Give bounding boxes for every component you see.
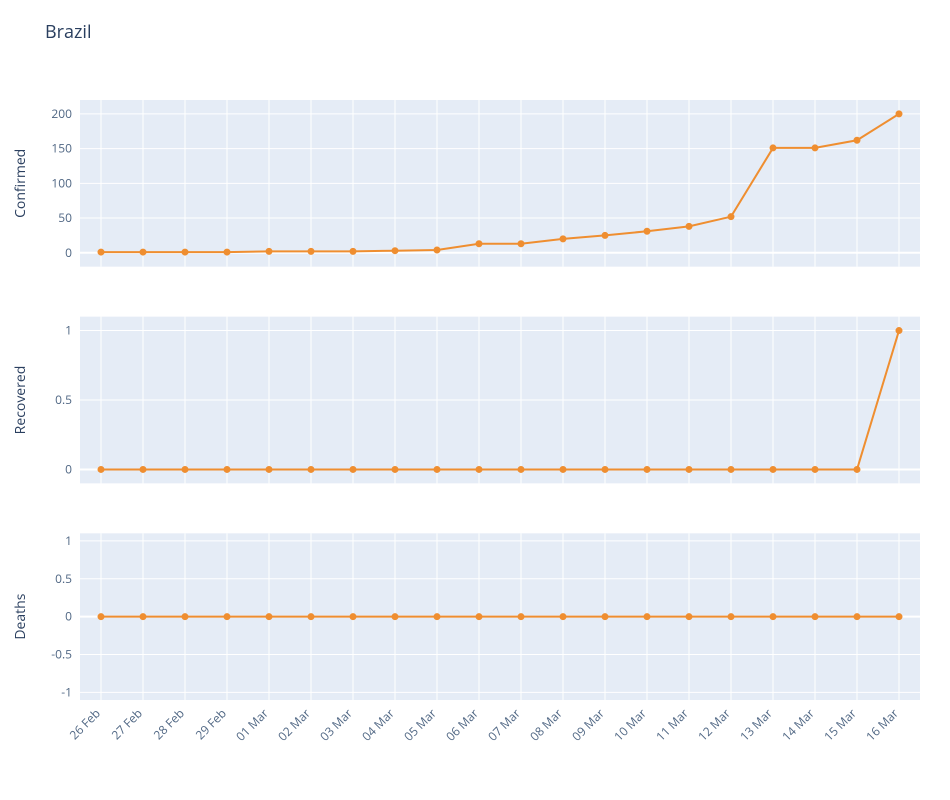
recovered-panel-marker <box>140 466 146 472</box>
recovered-panel-marker <box>308 466 314 472</box>
confirmed-panel-marker <box>896 111 902 117</box>
x-tick-label: 27 Feb <box>108 705 146 743</box>
chart-svg: 0 50 100 150 200 Confirmed 0 0.5 1 Recovered -1 -0.… <box>0 0 950 800</box>
deaths-panel-marker <box>266 614 272 620</box>
confirmed-panel-marker <box>770 145 776 151</box>
recovered-panel-marker <box>224 466 230 472</box>
x-tick-label: 14 Mar <box>778 705 818 745</box>
x-tick-label: 06 Mar <box>442 705 482 745</box>
y-tick-label: 100 <box>51 174 72 191</box>
confirmed-panel-marker <box>140 249 146 255</box>
deaths-panel-marker <box>182 614 188 620</box>
x-tick-label: 03 Mar <box>316 705 356 745</box>
x-tick-label: 05 Mar <box>400 705 440 745</box>
deaths-panel-marker <box>812 614 818 620</box>
recovered-panel-marker <box>854 466 860 472</box>
x-tick-label: 08 Mar <box>526 705 566 745</box>
deaths-panel-marker <box>434 614 440 620</box>
recovered-panel-marker <box>812 466 818 472</box>
deaths-panel-marker <box>224 614 230 620</box>
deaths-panel-marker <box>392 614 398 620</box>
confirmed-panel-marker <box>644 228 650 234</box>
confirmed-panel-marker <box>266 248 272 254</box>
y-tick-label: 0 <box>65 244 72 261</box>
confirmed-panel-ylabel: Confirmed <box>11 149 30 218</box>
deaths-panel-marker <box>476 614 482 620</box>
x-tick-label: 07 Mar <box>484 705 524 745</box>
recovered-panel-marker <box>518 466 524 472</box>
deaths-panel-marker <box>140 614 146 620</box>
x-tick-label: 11 Mar <box>652 705 692 745</box>
recovered-panel-ylabel: Recovered <box>11 366 30 435</box>
x-tick-label: 04 Mar <box>358 705 398 745</box>
recovered-panel-marker <box>476 466 482 472</box>
deaths-panel-marker <box>854 614 860 620</box>
deaths-panel-marker <box>350 614 356 620</box>
chart-title: Brazil <box>45 20 92 44</box>
y-tick-label: -0.5 <box>51 646 72 663</box>
y-tick-label: 150 <box>51 140 72 157</box>
y-tick-label: 1 <box>65 532 72 549</box>
confirmed-panel-marker <box>224 249 230 255</box>
confirmed-panel-marker <box>602 232 608 238</box>
x-tick-label: 09 Mar <box>568 705 608 745</box>
recovered-panel-marker <box>728 466 734 472</box>
deaths-panel-marker <box>308 614 314 620</box>
recovered-panel-marker <box>686 466 692 472</box>
x-tick-label: 28 Feb <box>150 705 188 743</box>
y-tick-label: 200 <box>51 105 72 122</box>
confirmed-panel-marker <box>686 223 692 229</box>
y-tick-label: 0 <box>65 460 72 477</box>
x-tick-label: 12 Mar <box>694 705 734 745</box>
confirmed-panel-marker <box>182 249 188 255</box>
x-tick-label: 01 Mar <box>232 705 272 745</box>
recovered-panel-marker <box>434 466 440 472</box>
y-tick-label: 50 <box>58 209 72 226</box>
deaths-panel-marker <box>728 614 734 620</box>
recovered-panel-marker <box>392 466 398 472</box>
y-tick-label: -1 <box>61 683 72 700</box>
x-tick-label: 16 Mar <box>862 705 902 745</box>
deaths-panel-marker <box>518 614 524 620</box>
recovered-panel-marker <box>266 466 272 472</box>
confirmed-panel-marker <box>98 249 104 255</box>
deaths-panel-marker <box>602 614 608 620</box>
confirmed-panel-marker <box>434 247 440 253</box>
y-tick-label: 0.5 <box>55 391 72 408</box>
confirmed-panel-marker <box>854 137 860 143</box>
x-tick-label: 26 Feb <box>66 705 104 743</box>
recovered-panel-marker <box>896 328 902 334</box>
x-tick-label: 02 Mar <box>274 705 314 745</box>
recovered-panel-marker <box>602 466 608 472</box>
x-tick-label: 10 Mar <box>610 705 650 745</box>
confirmed-panel-marker <box>518 241 524 247</box>
recovered-panel-marker <box>350 466 356 472</box>
x-tick-label: 29 Feb <box>192 705 230 743</box>
deaths-panel-marker <box>98 614 104 620</box>
x-tick-label: 15 Mar <box>820 705 860 745</box>
confirmed-panel-marker <box>392 248 398 254</box>
recovered-panel-marker <box>770 466 776 472</box>
y-tick-label: 1 <box>65 322 72 339</box>
confirmed-panel-marker <box>728 214 734 220</box>
deaths-panel-marker <box>644 614 650 620</box>
deaths-panel-marker <box>686 614 692 620</box>
deaths-panel-marker <box>896 614 902 620</box>
chart-container: Brazil 0 50 100 150 200 Confirmed 0 0.5 1 Recover… <box>0 0 950 800</box>
y-tick-label: 0.5 <box>55 570 72 587</box>
x-tick-label: 13 Mar <box>736 705 776 745</box>
deaths-panel-ylabel: Deaths <box>11 593 30 639</box>
recovered-panel-marker <box>644 466 650 472</box>
deaths-panel-marker <box>560 614 566 620</box>
confirmed-panel-marker <box>308 248 314 254</box>
confirmed-panel-marker <box>812 145 818 151</box>
recovered-panel-marker <box>98 466 104 472</box>
confirmed-panel-marker <box>476 241 482 247</box>
recovered-panel-marker <box>182 466 188 472</box>
y-tick-label: 0 <box>65 608 72 625</box>
recovered-panel-marker <box>560 466 566 472</box>
confirmed-panel-marker <box>350 248 356 254</box>
deaths-panel-marker <box>770 614 776 620</box>
confirmed-panel-marker <box>560 236 566 242</box>
